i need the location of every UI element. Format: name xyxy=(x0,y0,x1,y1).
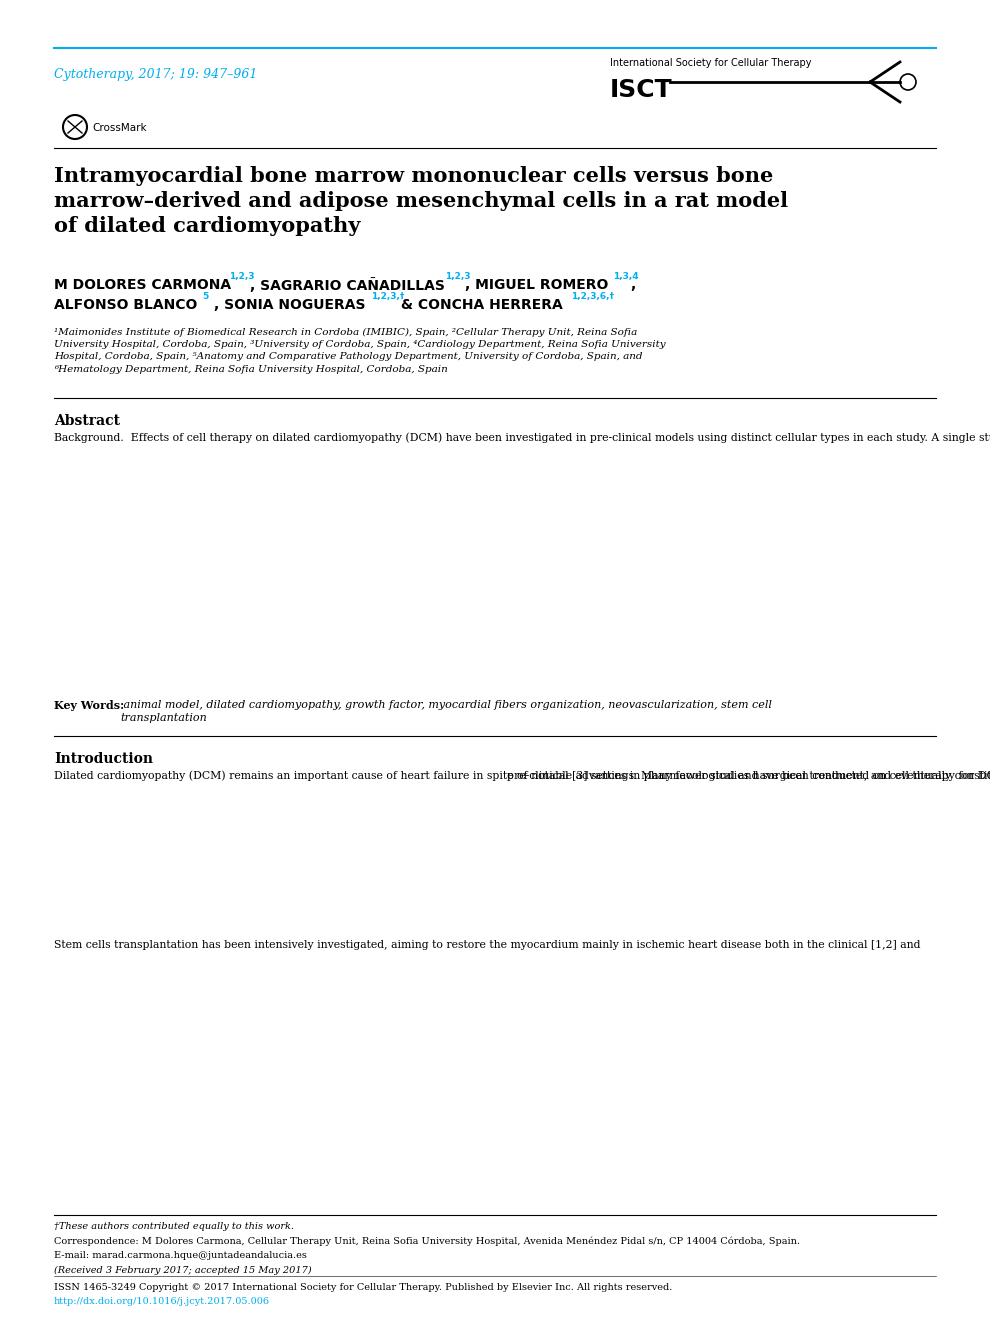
Text: 1,2,3,6,†: 1,2,3,6,† xyxy=(571,292,614,301)
Text: 1,2,3,†: 1,2,3,† xyxy=(371,292,404,301)
Text: Key Words:: Key Words: xyxy=(54,700,124,711)
Text: & CONCHA HERRERA: & CONCHA HERRERA xyxy=(396,298,562,312)
Text: ISCT: ISCT xyxy=(610,78,672,102)
Text: ALFONSO BLANCO: ALFONSO BLANCO xyxy=(54,298,197,312)
Text: (Received 3 February 2017; accepted 15 May 2017): (Received 3 February 2017; accepted 15 M… xyxy=(54,1266,312,1275)
Text: Introduction: Introduction xyxy=(54,752,153,766)
Text: , SONIA NOGUERAS: , SONIA NOGUERAS xyxy=(214,298,365,312)
Text: 1,2,3: 1,2,3 xyxy=(229,272,254,281)
Text: Stem cells transplantation has been intensively investigated, aiming to restore : Stem cells transplantation has been inte… xyxy=(54,940,921,950)
Text: 1,2,3: 1,2,3 xyxy=(445,272,470,281)
Text: Intramyocardial bone marrow mononuclear cells versus bone: Intramyocardial bone marrow mononuclear … xyxy=(54,166,773,186)
Text: 5: 5 xyxy=(202,292,208,301)
Text: animal model, dilated cardiomyopathy, growth factor, myocardial fibers organizat: animal model, dilated cardiomyopathy, gr… xyxy=(120,700,772,723)
Text: of dilated cardiomyopathy: of dilated cardiomyopathy xyxy=(54,216,360,236)
Text: Abstract: Abstract xyxy=(54,414,120,428)
Text: Background.  Effects of cell therapy on dilated cardiomyopathy (DCM) have been i: Background. Effects of cell therapy on d… xyxy=(54,432,990,442)
Text: marrow–derived and adipose mesenchymal cells in a rat model: marrow–derived and adipose mesenchymal c… xyxy=(54,191,788,211)
Text: ISSN 1465-3249 Copyright © 2017 International Society for Cellular Therapy. Publ: ISSN 1465-3249 Copyright © 2017 Internat… xyxy=(54,1283,672,1292)
Text: Dilated cardiomyopathy (DCM) remains an important cause of heart failure in spit: Dilated cardiomyopathy (DCM) remains an … xyxy=(54,770,990,780)
Text: Correspondence: M Dolores Carmona, Cellular Therapy Unit, Reina Sofia University: Correspondence: M Dolores Carmona, Cellu… xyxy=(54,1237,800,1246)
Text: CrossMark: CrossMark xyxy=(92,123,147,133)
Text: ¹Maimonides Institute of Biomedical Research in Cordoba (IMIBIC), Spain, ²Cellul: ¹Maimonides Institute of Biomedical Rese… xyxy=(54,327,665,374)
Text: , SAGRARIO CAÑADILLAS: , SAGRARIO CAÑADILLAS xyxy=(250,279,445,293)
Text: E-mail: marad.carmona.hque@juntadeandalucia.es: E-mail: marad.carmona.hque@juntadeandalu… xyxy=(54,1251,307,1261)
Text: ,: , xyxy=(630,279,636,292)
Text: 1,3,4: 1,3,4 xyxy=(613,272,639,281)
Text: http://dx.doi.org/10.1016/j.jcyt.2017.05.006: http://dx.doi.org/10.1016/j.jcyt.2017.05… xyxy=(54,1298,270,1305)
Text: pre-clinical [3] settings. Many fewer studies have been conducted on cell therap: pre-clinical [3] settings. Many fewer st… xyxy=(507,770,990,780)
Text: M DOLORES CARMONA: M DOLORES CARMONA xyxy=(54,279,231,292)
Text: Cytotherapy, 2017; 19: 947–961: Cytotherapy, 2017; 19: 947–961 xyxy=(54,69,257,81)
Text: †These authors contributed equally to this work.: †These authors contributed equally to th… xyxy=(54,1222,294,1232)
Text: , MIGUEL ROMERO: , MIGUEL ROMERO xyxy=(465,279,609,292)
Text: International Society for Cellular Therapy: International Society for Cellular Thera… xyxy=(610,58,812,69)
